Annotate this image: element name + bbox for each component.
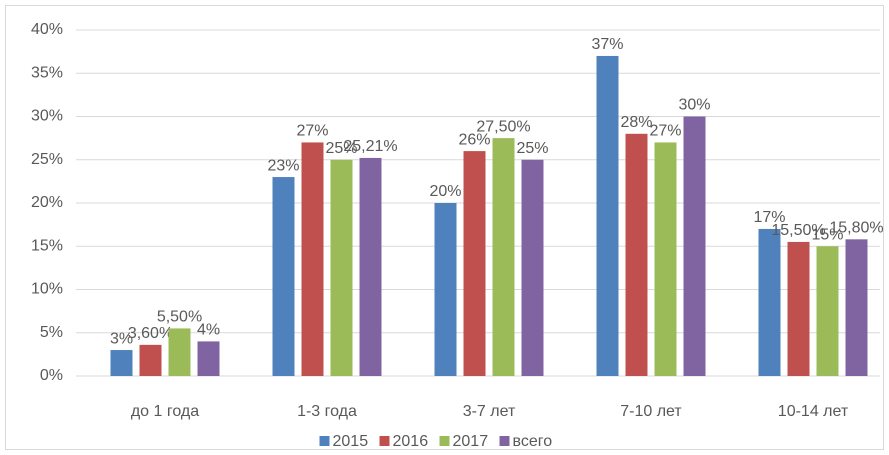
legend-label: 2017	[453, 433, 489, 450]
y-tick-label: 0%	[40, 367, 63, 384]
value-label: 4%	[197, 322, 220, 339]
bar	[845, 239, 868, 376]
value-label: 26%	[458, 131, 490, 148]
value-label: 27%	[649, 123, 681, 140]
value-label: 37%	[591, 36, 623, 53]
bar	[197, 341, 220, 376]
bar	[434, 203, 457, 376]
bar	[463, 151, 486, 376]
legend-swatch	[439, 436, 450, 446]
x-tick-label: 1-3 года	[297, 403, 357, 420]
value-label: 3%	[110, 330, 133, 347]
value-label: 3,60%	[128, 325, 173, 342]
legend-label: всего	[513, 433, 553, 450]
bar	[683, 116, 706, 376]
bar	[168, 328, 191, 376]
bar	[758, 228, 781, 376]
legend-swatch	[319, 436, 330, 446]
bar	[139, 344, 162, 376]
x-tick-label: до 1 года	[131, 403, 199, 420]
value-label: 15,80%	[829, 220, 883, 237]
legend-swatch	[379, 436, 390, 446]
y-tick-label: 25%	[31, 151, 63, 168]
y-tick-label: 10%	[31, 281, 63, 298]
value-label: 25%	[325, 140, 357, 157]
bar	[521, 159, 544, 376]
y-tick-label: 15%	[31, 237, 63, 254]
bar	[301, 142, 324, 376]
x-tick-label: 10-14 лет	[778, 403, 849, 420]
value-label: 25,21%	[343, 138, 397, 155]
value-label: 23%	[267, 157, 299, 174]
y-tick-label: 30%	[31, 108, 63, 125]
bar	[654, 142, 677, 376]
y-tick-label: 20%	[31, 194, 63, 211]
value-label: 28%	[620, 114, 652, 131]
bar	[596, 55, 619, 376]
legend-label: 2015	[333, 433, 369, 450]
bar	[359, 157, 382, 376]
value-label: 30%	[678, 97, 710, 114]
bar	[625, 133, 648, 376]
value-label: 20%	[429, 183, 461, 200]
legend-swatch	[499, 436, 510, 446]
value-label: 17%	[753, 209, 785, 226]
x-tick-label: 3-7 лет	[463, 403, 516, 420]
bar	[816, 246, 839, 376]
bar	[787, 241, 810, 376]
y-tick-label: 5%	[40, 324, 63, 341]
bar	[110, 350, 133, 376]
x-tick-label: 7-10 лет	[620, 403, 682, 420]
y-tick-label: 35%	[31, 64, 63, 81]
bar	[272, 177, 295, 376]
value-label: 15,50%	[771, 222, 825, 239]
legend-label: 2016	[393, 433, 429, 450]
value-label: 15%	[811, 226, 843, 243]
bar	[330, 159, 353, 376]
value-label: 25%	[516, 140, 548, 157]
bar	[492, 138, 515, 376]
y-tick-label: 40%	[31, 21, 63, 38]
value-label: 5,50%	[157, 309, 202, 326]
value-label: 27%	[296, 123, 328, 140]
value-label: 27,50%	[476, 118, 530, 135]
